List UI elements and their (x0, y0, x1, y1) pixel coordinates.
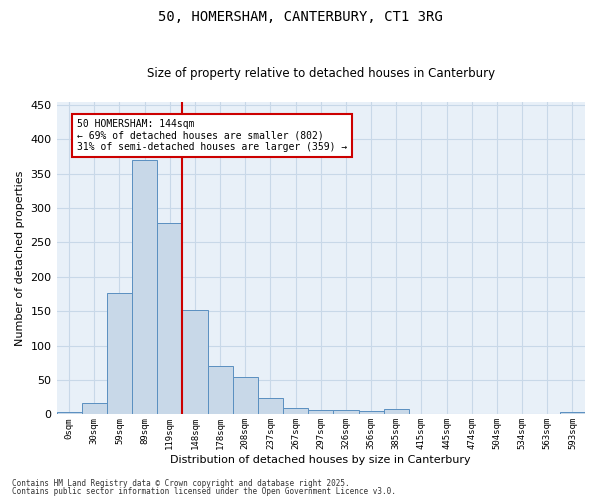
Bar (233, 378, 258, 414)
Bar (258, 398, 283, 414)
Text: 50 HOMERSHAM: 144sqm
← 69% of detached houses are smaller (802)
31% of semi-deta: 50 HOMERSHAM: 144sqm ← 69% of detached h… (77, 118, 347, 152)
Bar (107, 292, 132, 414)
Bar (82, 404, 107, 414)
Bar (308, 410, 334, 414)
Y-axis label: Number of detached properties: Number of detached properties (15, 170, 25, 346)
Bar (560, 412, 585, 414)
Bar (283, 408, 308, 414)
Text: 50, HOMERSHAM, CANTERBURY, CT1 3RG: 50, HOMERSHAM, CANTERBURY, CT1 3RG (158, 10, 442, 24)
Text: Contains HM Land Registry data © Crown copyright and database right 2025.: Contains HM Land Registry data © Crown c… (12, 478, 350, 488)
Text: Contains public sector information licensed under the Open Government Licence v3: Contains public sector information licen… (12, 487, 396, 496)
Bar (334, 410, 359, 414)
Bar (208, 366, 233, 414)
Bar (182, 310, 208, 414)
Bar (359, 411, 383, 414)
Bar (132, 160, 157, 414)
Bar (56, 412, 82, 414)
Bar (157, 223, 182, 414)
X-axis label: Distribution of detached houses by size in Canterbury: Distribution of detached houses by size … (170, 455, 471, 465)
Title: Size of property relative to detached houses in Canterbury: Size of property relative to detached ho… (147, 66, 495, 80)
Bar (383, 409, 409, 414)
